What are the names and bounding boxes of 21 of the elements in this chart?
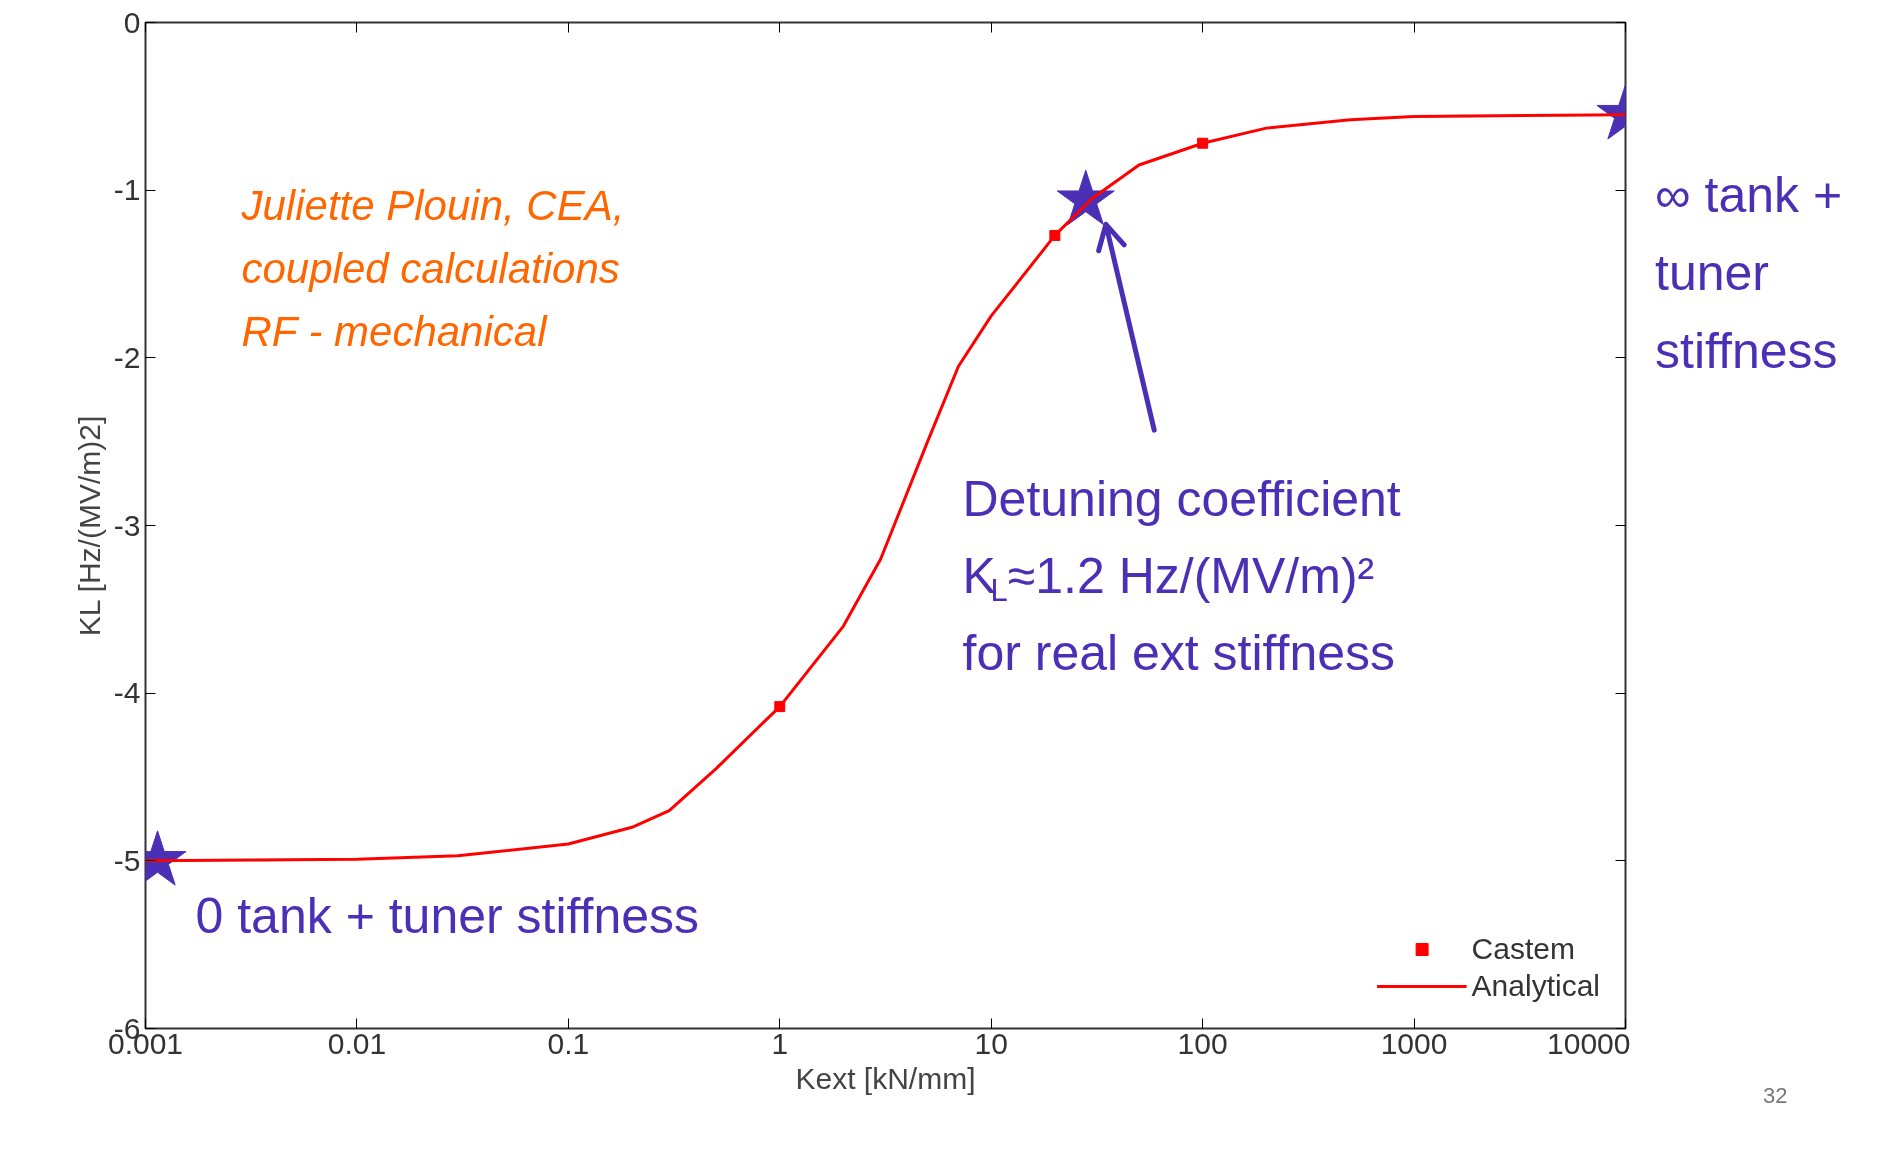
annotation: 0 tank + tuner stiffness <box>195 887 700 944</box>
annotation: Juliette Plouin, CEA, coupled calculations RF - mechanical <box>240 182 625 355</box>
x-tick-label: 0.01 <box>327 1026 387 1060</box>
x-tick-label: 1 <box>771 1026 789 1060</box>
y-tick-label: -5 <box>113 843 141 877</box>
y-axis-title: KL [Hz/(MV/m)2] <box>72 415 106 637</box>
text: 32 <box>1763 1082 1788 1110</box>
x-tick-label: 10 <box>974 1026 1008 1060</box>
x-tick-label: 0.1 <box>547 1026 590 1060</box>
x-tick-label: 100 <box>1177 1026 1228 1060</box>
x-axis-title: Kext [kN/mm] <box>795 1061 976 1095</box>
x-tick-label: 10000 <box>1547 1026 1631 1060</box>
y-tick-label: -1 <box>113 173 141 207</box>
x-tick-label: 1000 <box>1380 1026 1448 1060</box>
y-tick-label: -2 <box>113 340 141 374</box>
legend-label: Castem <box>1471 932 1575 966</box>
legend-label: Analytical <box>1471 969 1600 1003</box>
text: ∞ tank + tuner stiffness <box>1655 166 1843 381</box>
y-tick-label: -4 <box>113 676 141 710</box>
y-tick-label: 0 <box>123 5 141 39</box>
y-tick-label: -3 <box>113 508 141 542</box>
